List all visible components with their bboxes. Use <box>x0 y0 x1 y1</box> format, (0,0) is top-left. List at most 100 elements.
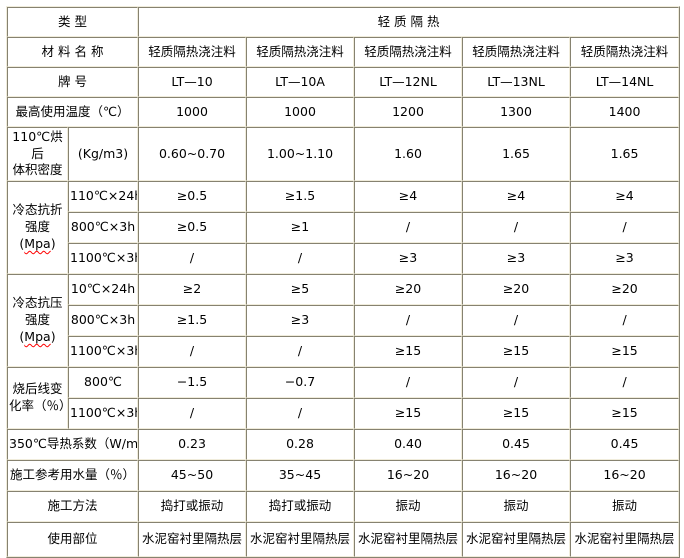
value-cell: 35~45 <box>246 460 355 491</box>
value-cell: / <box>354 212 463 243</box>
value-cell: ≥15 <box>570 336 680 367</box>
value-cell: / <box>570 212 680 243</box>
value-cell: 1000 <box>246 97 355 127</box>
value-cell: 0.40 <box>354 429 463 460</box>
type-value: 轻 质 隔 热 <box>138 7 680 37</box>
label-line: ) <box>50 235 56 251</box>
value-cell: 1.65 <box>462 127 571 181</box>
value-cell: 16~20 <box>354 460 463 491</box>
value-cell: 振动 <box>462 491 571 522</box>
value-cell: ≥0.5 <box>138 212 247 243</box>
value-cell: 1000 <box>138 97 247 127</box>
brand-cell: LT—14NL <box>570 67 680 97</box>
row-label: 冷态抗压 强度(Mpa) <box>7 274 68 367</box>
value-cell: ≥15 <box>570 398 680 429</box>
material-cell: 轻质隔热浇注料 <box>138 37 247 67</box>
row-label: 使用部位 <box>7 522 139 557</box>
condition-cell: 800℃×3h <box>68 212 139 243</box>
value-cell: ≥1.5 <box>138 305 247 336</box>
condition-cell: 800℃×3h <box>68 305 139 336</box>
value-cell: / <box>462 367 571 398</box>
value-cell: 16~20 <box>570 460 680 491</box>
value-cell: / <box>246 243 355 274</box>
row-linear-change-1: 烧后线变 化率（％） 800℃ −1.5 −0.7 / / / <box>7 367 680 429</box>
condition-cell: 800℃ <box>68 367 139 398</box>
label-line: 强度( <box>19 312 50 344</box>
condition-cell: 1100℃×3h <box>68 243 139 274</box>
label-line: 化率（％） <box>9 398 68 413</box>
value-cell: 水泥窑衬里隔热层 <box>246 522 355 557</box>
label-line: 冷态抗折 <box>12 202 63 218</box>
value-cell: ≥4 <box>462 181 571 212</box>
value-cell: ≥0.5 <box>138 181 247 212</box>
value-cell: −1.5 <box>138 367 247 398</box>
value-cell: ≥3 <box>462 243 571 274</box>
value-cell: ≥4 <box>570 181 680 212</box>
value-cell: / <box>570 367 680 398</box>
value-cell: ≥4 <box>354 181 463 212</box>
value-cell: ≥20 <box>462 274 571 305</box>
row-position: 使用部位 水泥窑衬里隔热层 水泥窑衬里隔热层 水泥窑衬里隔热层 水泥窑衬里隔热层… <box>7 522 680 557</box>
value-cell: 水泥窑衬里隔热层 <box>570 522 680 557</box>
row-brand: 牌 号 LT—10 LT—10A LT—12NL LT—13NL LT—14NL <box>7 67 680 97</box>
row-cold-bend-3: 1100℃×3h / / ≥3 ≥3 ≥3 <box>7 243 680 274</box>
label-unit-misspelled: Mpa <box>24 235 51 251</box>
value-cell: 45~50 <box>138 460 247 491</box>
row-cold-press-1: 冷态抗压 强度(Mpa) 10℃×24h ≥2 ≥5 ≥20 ≥20 ≥20 <box>7 274 680 367</box>
brand-cell: LT—13NL <box>462 67 571 97</box>
value-cell: 捣打或振动 <box>246 491 355 522</box>
row-max-temp: 最高使用温度（℃） 1000 1000 1200 1300 1400 <box>7 97 680 127</box>
value-cell: 16~20 <box>462 460 571 491</box>
value-cell: / <box>462 305 571 336</box>
value-cell: 1300 <box>462 97 571 127</box>
value-cell: ≥2 <box>138 274 247 305</box>
row-type: 类 型 轻 质 隔 热 <box>7 7 680 37</box>
value-cell: ≥1 <box>246 212 355 243</box>
condition-cell: 110℃×24h <box>68 181 139 212</box>
value-cell: 1.60 <box>354 127 463 181</box>
value-cell: / <box>138 398 247 429</box>
brand-cell: LT—12NL <box>354 67 463 97</box>
row-label: 冷态抗折 强度(Mpa) <box>7 181 68 274</box>
value-cell: / <box>246 336 355 367</box>
type-label: 类 型 <box>7 7 139 37</box>
row-density: 110℃烘后 体积密度 (Kg/m3) 0.60~0.70 1.00~1.10 … <box>7 127 680 181</box>
value-cell: / <box>354 367 463 398</box>
value-cell: 捣打或振动 <box>138 491 247 522</box>
value-cell: / <box>138 243 247 274</box>
value-cell: 0.28 <box>246 429 355 460</box>
value-cell: ≥20 <box>354 274 463 305</box>
row-label: 最高使用温度（℃） <box>7 97 139 127</box>
value-cell: ≥3 <box>354 243 463 274</box>
material-cell: 轻质隔热浇注料 <box>354 37 463 67</box>
value-cell: 1.00~1.10 <box>246 127 355 181</box>
value-cell: ≥3 <box>246 305 355 336</box>
spec-table: 类 型 轻 质 隔 热 材 料 名 称 轻质隔热浇注料 轻质隔热浇注料 轻质隔热… <box>6 6 681 558</box>
value-cell: / <box>354 305 463 336</box>
row-cold-bend-2: 800℃×3h ≥0.5 ≥1 / / / <box>7 212 680 243</box>
value-cell: 1200 <box>354 97 463 127</box>
value-cell: 1400 <box>570 97 680 127</box>
value-cell: ≥15 <box>462 398 571 429</box>
row-water: 施工参考用水量（％） 45~50 35~45 16~20 16~20 16~20 <box>7 460 680 491</box>
value-cell: 0.45 <box>570 429 680 460</box>
value-cell: ≥15 <box>354 398 463 429</box>
value-cell: ≥15 <box>354 336 463 367</box>
condition-cell: 1100℃×3h <box>68 398 139 429</box>
material-cell: 轻质隔热浇注料 <box>246 37 355 67</box>
row-conductivity: 350℃导热系数（W/m.k） 0.23 0.28 0.40 0.45 0.45 <box>7 429 680 460</box>
label-line: 强度( <box>19 219 50 251</box>
brand-cell: LT—10 <box>138 67 247 97</box>
condition-cell: 10℃×24h <box>68 274 139 305</box>
value-cell: ≥15 <box>462 336 571 367</box>
row-method: 施工方法 捣打或振动 捣打或振动 振动 振动 振动 <box>7 491 680 522</box>
value-cell: 0.60~0.70 <box>138 127 247 181</box>
label-line: 烧后线变 <box>12 381 63 397</box>
value-cell: ≥5 <box>246 274 355 305</box>
value-cell: / <box>570 305 680 336</box>
value-cell: 0.23 <box>138 429 247 460</box>
row-cold-press-3: 1100℃×3h / / ≥15 ≥15 ≥15 <box>7 336 680 367</box>
row-label: 110℃烘后 体积密度 <box>7 127 68 181</box>
row-linear-change-2: 1100℃×3h / / ≥15 ≥15 ≥15 <box>7 398 680 429</box>
condition-cell: 1100℃×3h <box>68 336 139 367</box>
